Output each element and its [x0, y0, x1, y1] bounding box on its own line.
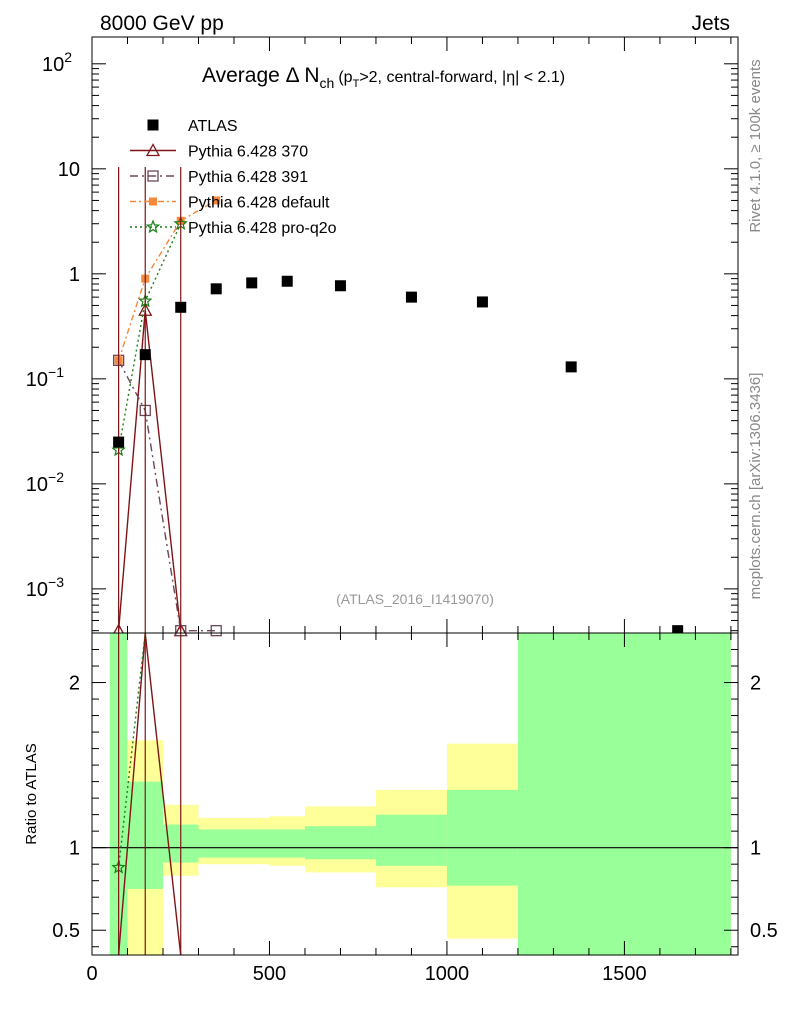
- y-tick-exp: 2: [64, 49, 72, 65]
- ratio-band-green: [446, 789, 518, 886]
- y-tick-exp: −3: [48, 574, 64, 590]
- atlas-point: [210, 283, 222, 295]
- ratio-band-green: [269, 829, 305, 858]
- atlas-point: [175, 301, 187, 313]
- ratio-y-label-right: 2: [750, 673, 761, 695]
- point-p391: [210, 625, 222, 637]
- y-tick-base: 1: [69, 264, 80, 286]
- header-energy: 8000 GeV pp: [100, 12, 224, 35]
- chart-title: Average Δ Nch (pT>2, central-forward, |η|…: [202, 64, 565, 91]
- y-tick-label: 102: [42, 49, 72, 76]
- legend-marker-p370: [145, 143, 161, 157]
- x-tick-label: 1000: [425, 963, 470, 985]
- y-tick-base: 10: [42, 54, 64, 76]
- atlas-point: [476, 296, 488, 308]
- legend: ATLAS Pythia 6.428 370 Pythia 6.428 391 Pyt…: [130, 118, 337, 237]
- ratio-y-label-right: 0.5: [750, 920, 778, 942]
- x-tick-label: 500: [253, 963, 286, 985]
- y-tick-label: 10−1: [26, 364, 64, 391]
- atlas-point: [113, 436, 125, 448]
- atlas-point: [246, 277, 258, 289]
- header-jets: Jets: [691, 12, 730, 35]
- legend-label-pq2o: Pythia 6.428 pro-q2o: [188, 220, 337, 237]
- series-line-pdefault: [117, 199, 217, 361]
- atlas-point: [565, 361, 577, 373]
- legend-label-p370: Pythia 6.428 370: [188, 144, 308, 161]
- title-sub: ch: [320, 75, 335, 91]
- y-tick-label: 10−2: [26, 469, 64, 496]
- ratio-y-label-left: 1: [69, 838, 80, 860]
- ratio-band-green: [375, 814, 447, 866]
- ratio-y-label-left: 0.5: [52, 920, 80, 942]
- y-tick-base: 10: [26, 369, 48, 391]
- ratio-band-green: [198, 829, 270, 858]
- y-tick-label: 10−3: [26, 574, 64, 601]
- legend-marker-p391: [147, 170, 159, 182]
- legend-marker-atlas: [147, 119, 159, 131]
- x-tick-label: 0: [86, 963, 97, 985]
- atlas-point: [672, 625, 684, 637]
- legend-label-pdefault: Pythia 6.428 default: [188, 195, 330, 212]
- title-rest: >2, central-forward, |η| < 2.1): [359, 69, 565, 86]
- ratio-bands: [109, 633, 731, 955]
- x-tick-label: 1500: [602, 963, 647, 985]
- ratio-band-green: [517, 633, 731, 955]
- legend-label-p391: Pythia 6.428 391: [188, 169, 308, 186]
- atlas-point: [334, 280, 346, 292]
- ratio-line-pq2o: [117, 632, 146, 868]
- ratio-y-label-right: 1: [750, 838, 761, 860]
- y-tick-base: 10: [58, 159, 80, 181]
- ratio-frame: [91, 632, 739, 956]
- ratio-panel: [92, 632, 738, 956]
- atlas-point: [405, 291, 417, 303]
- atlas-point: [139, 349, 151, 361]
- analysis-watermark: (ATLAS_2016_I1419070): [336, 591, 494, 607]
- main-panel: [111, 167, 684, 637]
- legend-label-atlas: ATLAS: [188, 118, 238, 135]
- title-paren-sub: T: [353, 78, 360, 90]
- point-pdefault: [212, 196, 221, 205]
- legend-marker-pq2o: [145, 219, 161, 234]
- y-tick-label: 1: [69, 264, 80, 286]
- rivet-label: Rivet 4.1.0, ≥ 100k events: [747, 59, 764, 232]
- mcplots-label: mcplots.cern.ch [arXiv:1306.3436]: [747, 373, 764, 600]
- ratio-y-label-left: 2: [69, 673, 80, 695]
- series-line-p391: [117, 360, 217, 632]
- title-paren: (p: [338, 69, 352, 86]
- y-tick-exp: −2: [48, 469, 64, 485]
- y-tick-exp: −1: [48, 364, 64, 380]
- y-tick-base: 10: [26, 579, 48, 601]
- atlas-point: [281, 275, 293, 287]
- legend-marker-pdefault: [149, 197, 157, 206]
- ratio-ylabel: Ratio to ATLAS: [23, 743, 40, 844]
- ratio-band-green: [304, 826, 376, 860]
- y-tick-base: 10: [26, 474, 48, 496]
- title-main: Average Δ N: [202, 64, 320, 87]
- y-tick-label: 10: [58, 159, 80, 181]
